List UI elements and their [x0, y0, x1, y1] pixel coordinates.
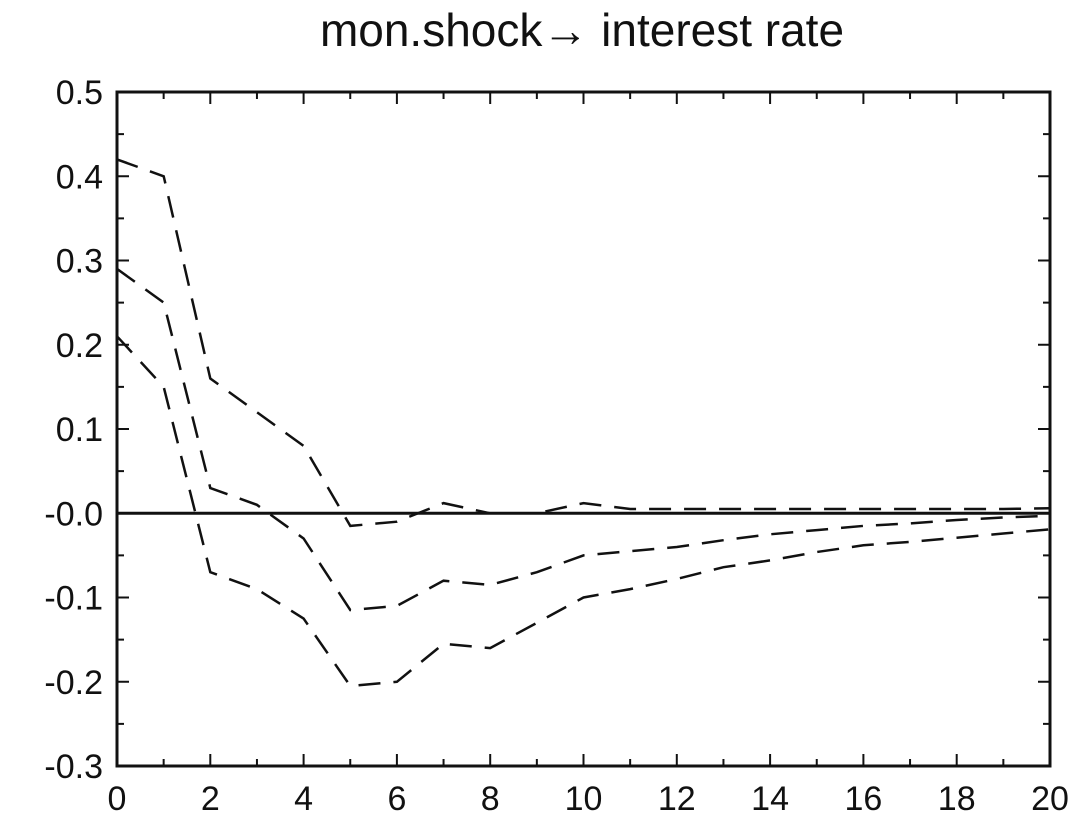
- x-tick-label: 16: [844, 780, 882, 818]
- series-line-1: [116, 158, 1051, 528]
- x-tick-label: 4: [294, 780, 313, 818]
- x-tick-label: 18: [938, 780, 976, 818]
- x-tick-label: 8: [481, 780, 500, 818]
- series-layer: [116, 158, 1051, 688]
- y-tick-label: 0.3: [56, 243, 103, 281]
- series-line-3: [116, 335, 1051, 688]
- y-tick-label: -0.1: [44, 580, 103, 618]
- series-line-2: [116, 267, 1051, 612]
- x-tick-label: 2: [201, 780, 220, 818]
- y-tick-label: 0.2: [56, 327, 103, 365]
- tick-layer: 0 2 4 6 8 10 12 14 16 18 20 0.5 0.4 0.3 0.2 0.1 -0.0 -0.1…: [44, 74, 1069, 818]
- x-tick-label: 6: [387, 780, 406, 818]
- y-tick-label: -0.0: [44, 495, 103, 533]
- x-tick-label: 14: [751, 780, 789, 818]
- y-tick-label: -0.2: [44, 664, 103, 702]
- x-tick-label: 12: [658, 780, 696, 818]
- x-tick-label: 10: [565, 780, 603, 818]
- plot-frame: [115, 90, 1052, 768]
- y-tick-label: -0.3: [44, 748, 103, 786]
- y-tick-label: 0.1: [56, 411, 103, 449]
- x-tick-label: 0: [108, 780, 127, 818]
- x-tick-label: 20: [1031, 780, 1069, 818]
- y-tick-label: 0.4: [56, 158, 103, 196]
- y-tick-label: 0.5: [56, 74, 103, 112]
- chart-title: mon.shock→ interest rate: [320, 4, 844, 56]
